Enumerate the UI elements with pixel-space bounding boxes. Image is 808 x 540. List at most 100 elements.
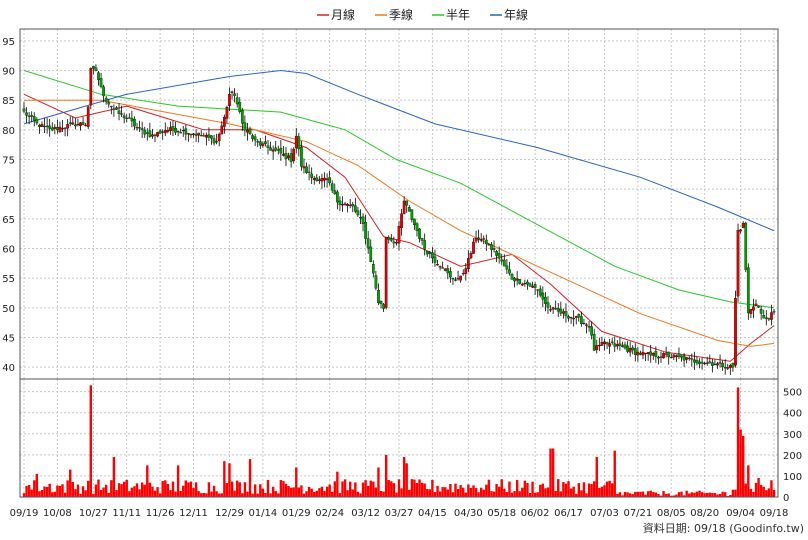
- volume-bar: [115, 490, 118, 497]
- candle-body: [122, 115, 126, 119]
- candle-body: [495, 251, 498, 256]
- candle-body: [271, 149, 275, 152]
- moving-averages: [23, 69, 775, 362]
- volume-bar: [81, 486, 85, 497]
- candle-body: [359, 217, 362, 219]
- volume-bar: [605, 481, 609, 497]
- volume-bar: [171, 481, 175, 497]
- candle-body: [739, 229, 742, 232]
- volume-bar: [631, 494, 634, 497]
- date-tick-label: 08/20: [690, 508, 719, 519]
- candle-body: [143, 129, 147, 135]
- volume-bar: [652, 492, 655, 497]
- price-tick-label: 60: [2, 244, 15, 255]
- price-grid: [20, 29, 778, 379]
- volume-bar: [577, 483, 580, 497]
- candle-body: [597, 345, 601, 347]
- date-tick-label: 10/08: [43, 508, 72, 519]
- candle-body: [233, 93, 236, 96]
- volume-bar: [639, 491, 642, 497]
- volume-bar: [526, 483, 529, 497]
- volume-bar: [194, 482, 198, 497]
- legend: 月線 季線 半年 年線: [317, 7, 528, 22]
- candle-body: [728, 364, 732, 368]
- candle-body: [413, 218, 416, 226]
- candle-body: [677, 353, 681, 357]
- volume-bar: [711, 493, 714, 497]
- volume-bar: [76, 484, 80, 497]
- volume-bar: [747, 465, 750, 497]
- volume-bar: [467, 484, 470, 497]
- price-tick-label: 75: [2, 156, 15, 167]
- volume-bar: [598, 487, 601, 497]
- candle-body: [639, 352, 642, 355]
- candle-body: [703, 362, 707, 365]
- volume-bar: [469, 487, 473, 497]
- candle-body: [698, 361, 701, 364]
- candle-body: [695, 360, 699, 364]
- volume-bar: [772, 489, 776, 497]
- volume-bar: [464, 492, 467, 497]
- candle-body: [723, 367, 727, 369]
- candle-body: [282, 153, 285, 156]
- candle-body: [492, 248, 496, 250]
- candle-body: [297, 136, 301, 150]
- candle-body: [109, 105, 113, 108]
- volume-bar: [235, 480, 239, 497]
- candle-body: [140, 128, 144, 131]
- candle-body: [721, 362, 724, 367]
- candle-body: [562, 311, 565, 314]
- date-tick-label: 07/21: [623, 508, 652, 519]
- candle-body: [762, 315, 766, 319]
- volume-bar: [721, 491, 724, 497]
- volume-bar: [92, 493, 95, 497]
- price-panel: 40 45 50 55 60 65 70 75 80 85 90 95: [2, 28, 779, 380]
- volume-bar: [384, 454, 388, 497]
- candle-body: [318, 179, 321, 181]
- volume-bar: [228, 463, 231, 497]
- candle-body: [102, 86, 105, 97]
- candle-body: [456, 278, 460, 280]
- volume-bar: [182, 485, 185, 497]
- candle-body: [711, 362, 714, 366]
- candle-body: [261, 143, 265, 146]
- candle-body: [238, 102, 242, 113]
- volume-bar: [212, 485, 216, 497]
- volume-bar: [562, 482, 565, 497]
- volume-bar: [359, 493, 362, 497]
- candle-body: [693, 359, 696, 363]
- candle-body: [644, 352, 647, 355]
- volume-bar: [348, 481, 352, 497]
- candle-body: [176, 131, 180, 133]
- date-tick-label: 08/05: [657, 508, 686, 519]
- price-tick-label: 40: [2, 363, 15, 374]
- candle-body: [97, 72, 100, 80]
- candle-body: [220, 125, 224, 135]
- volume-bar: [659, 495, 663, 497]
- volume-bar: [164, 480, 167, 497]
- volume-bar: [492, 491, 496, 497]
- volume-bar: [426, 489, 429, 497]
- price-tick-label: 90: [2, 67, 15, 78]
- volume-axis: 0 100 200 300 400 500: [783, 388, 802, 504]
- candle-body: [68, 122, 72, 124]
- volume-bar: [654, 492, 658, 497]
- candle-body: [772, 311, 776, 313]
- volume-bar: [726, 495, 729, 497]
- volume-bar: [546, 487, 550, 497]
- volume-bar: [241, 493, 244, 497]
- volume-bars: [22, 385, 776, 497]
- candle-body: [248, 128, 252, 134]
- candle-body: [428, 252, 432, 254]
- candle-body: [382, 304, 385, 309]
- candle-body: [151, 134, 154, 137]
- volume-bar: [580, 490, 583, 497]
- volume-bar: [287, 486, 290, 497]
- candle-body: [222, 116, 226, 127]
- candle-body: [608, 343, 611, 347]
- candle-body: [264, 141, 267, 144]
- candle-body: [53, 126, 57, 129]
- volume-bar: [220, 493, 223, 497]
- candle-body: [554, 308, 558, 310]
- date-tick-label: 10/27: [79, 508, 108, 519]
